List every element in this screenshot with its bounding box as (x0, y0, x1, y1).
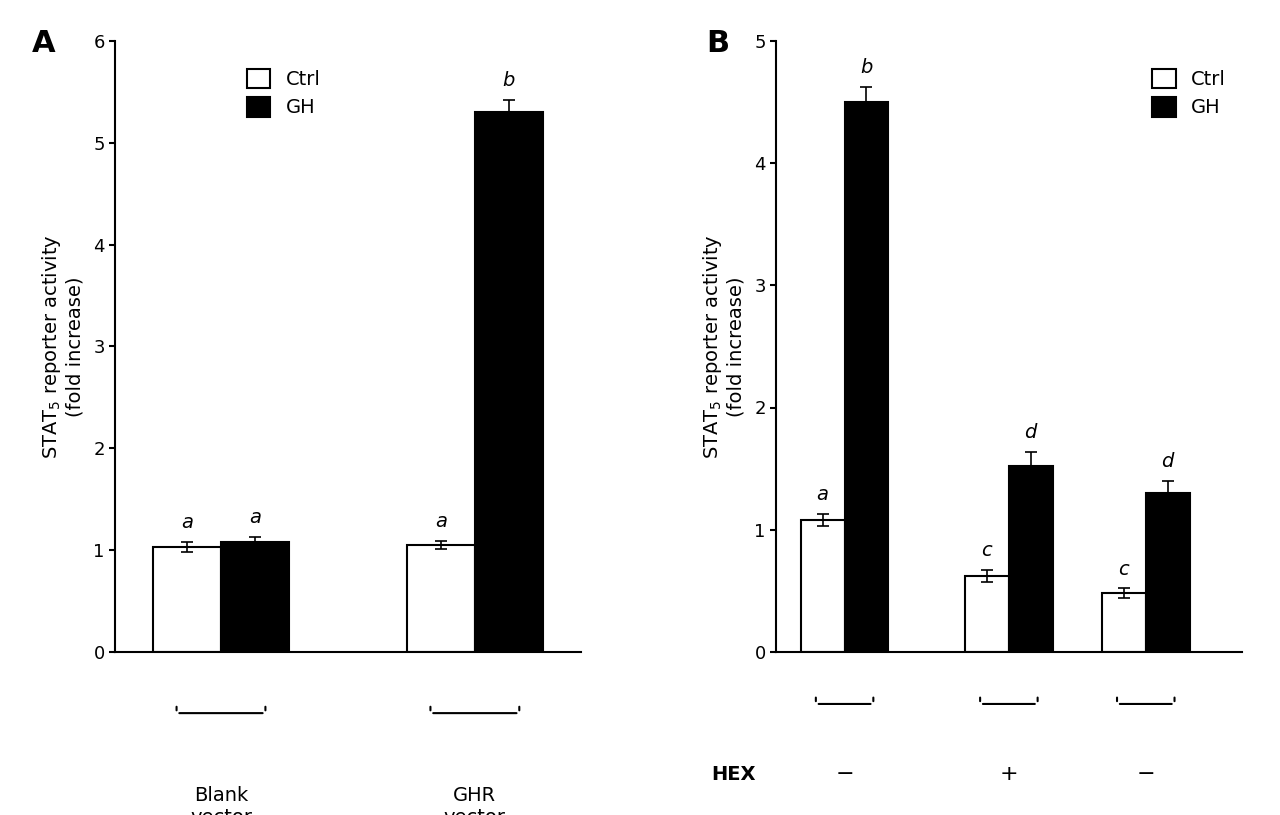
Bar (475, 112, 543, 652)
Text: d: d (1161, 452, 1174, 471)
Text: a: a (817, 485, 828, 504)
Bar (154, 547, 221, 652)
Text: −: − (836, 813, 854, 815)
Text: c: c (1119, 560, 1129, 579)
Text: d: d (1024, 423, 1037, 442)
Text: IQDMA: IQDMA (681, 813, 755, 815)
Bar (1009, 466, 1052, 652)
Text: HEX: HEX (712, 764, 755, 784)
Y-axis label: STAT$_5$ reporter activity
(fold increase): STAT$_5$ reporter activity (fold increas… (701, 234, 746, 459)
Text: b: b (503, 71, 515, 90)
Bar (845, 102, 888, 652)
Y-axis label: STAT$_5$ reporter activity
(fold increase): STAT$_5$ reporter activity (fold increas… (40, 234, 84, 459)
Text: a: a (248, 508, 261, 526)
Text: B: B (707, 29, 730, 58)
Text: −: − (1000, 813, 1018, 815)
Text: +: + (1000, 764, 1018, 784)
Bar (965, 576, 1009, 652)
Bar (221, 542, 289, 652)
Text: GHR
vector: GHR vector (444, 786, 506, 815)
Text: a: a (435, 512, 447, 531)
Text: a: a (182, 513, 193, 532)
Bar (1102, 593, 1146, 652)
Legend: Ctrl, GH: Ctrl, GH (1147, 63, 1231, 123)
Text: Blank
vector: Blank vector (189, 786, 252, 815)
Legend: Ctrl, GH: Ctrl, GH (242, 63, 326, 123)
Text: b: b (860, 59, 873, 77)
Text: c: c (982, 541, 992, 561)
Bar (407, 545, 475, 652)
Text: −: − (836, 764, 854, 784)
Text: −: − (1137, 764, 1155, 784)
Bar (801, 520, 845, 652)
Bar (1146, 493, 1189, 652)
Text: +: + (1137, 813, 1155, 815)
Text: A: A (32, 29, 55, 58)
